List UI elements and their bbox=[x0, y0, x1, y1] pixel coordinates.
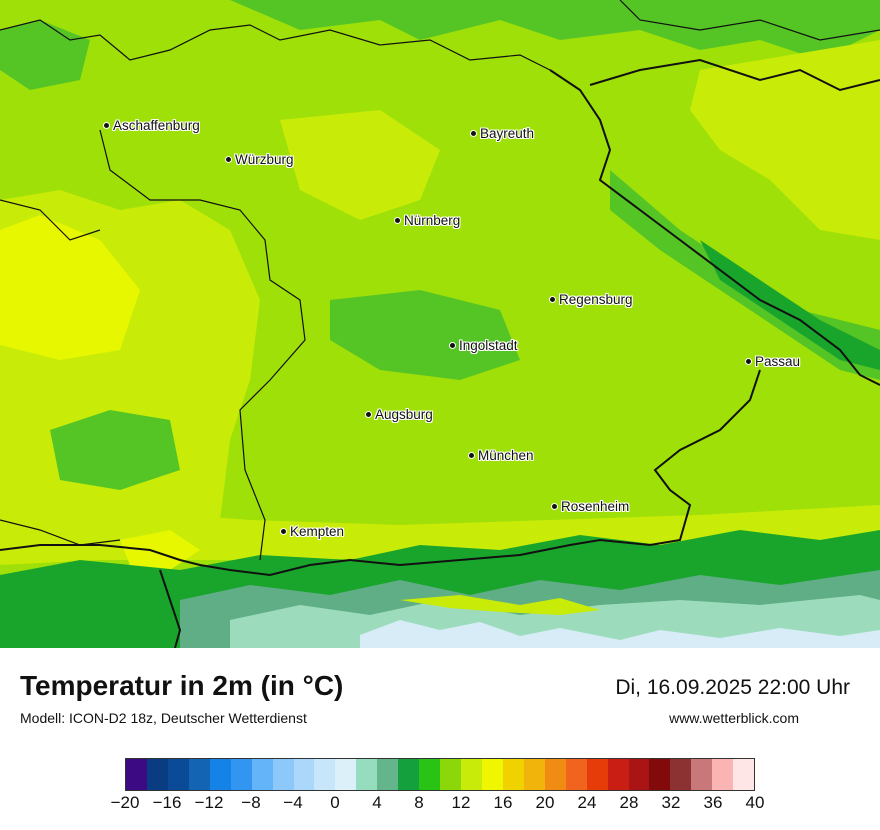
color-scale-swatch bbox=[733, 759, 755, 790]
color-scale-swatch bbox=[502, 759, 524, 790]
alps-ice bbox=[360, 620, 880, 648]
color-scale-swatch bbox=[544, 759, 566, 790]
color-scale-swatch bbox=[188, 759, 210, 790]
color-scale-tick-label: 20 bbox=[535, 793, 555, 812]
color-scale-swatch bbox=[461, 759, 482, 790]
forecast-datetime: Di, 16.09.2025 22:00 Uhr bbox=[615, 676, 850, 699]
city-label: Nürnberg bbox=[404, 213, 461, 228]
inn-valley-yellow bbox=[400, 595, 600, 615]
color-scale bbox=[125, 758, 755, 791]
city-dot-icon bbox=[470, 130, 477, 137]
color-scale-swatch bbox=[314, 759, 336, 790]
color-scale-swatch bbox=[670, 759, 692, 790]
city-label: Ingolstadt bbox=[459, 338, 518, 353]
city-marker-bayreuth: Bayreuth bbox=[470, 126, 534, 141]
central-yellow-patch bbox=[280, 110, 440, 220]
city-marker-rosenheim: Rosenheim bbox=[551, 499, 629, 514]
color-scale-swatch bbox=[440, 759, 461, 790]
website-credit: www.wetterblick.com bbox=[669, 710, 799, 726]
city-label: Bayreuth bbox=[480, 126, 535, 141]
city-label: Kempten bbox=[290, 524, 345, 539]
city-dot-icon bbox=[365, 411, 372, 418]
model-info: Modell: ICON-D2 18z, Deutscher Wetterdie… bbox=[20, 710, 307, 726]
city-label: Augsburg bbox=[375, 407, 433, 422]
city-dot-icon bbox=[394, 217, 401, 224]
color-scale-tick-label: 16 bbox=[493, 793, 513, 812]
color-scale-swatch bbox=[691, 759, 713, 790]
city-label: Rosenheim bbox=[561, 499, 630, 514]
city-marker-aschaffenburg: Aschaffenburg bbox=[103, 118, 200, 133]
city-marker-regensburg: Regensburg bbox=[549, 292, 633, 307]
color-scale-tick-label: 36 bbox=[703, 793, 723, 812]
color-scale-swatch bbox=[712, 759, 734, 790]
color-scale-tick-label: 12 bbox=[451, 793, 471, 812]
city-label: Würzburg bbox=[235, 152, 294, 167]
country-borders bbox=[0, 58, 880, 648]
map-footer: Temperatur in 2m (in °C) Modell: ICON-D2… bbox=[0, 648, 880, 830]
color-scale-swatch bbox=[523, 759, 545, 790]
northeast-yellow-zone bbox=[690, 40, 880, 240]
city-marker-nuernberg: Nürnberg bbox=[394, 213, 460, 228]
city-label: Aschaffenburg bbox=[113, 118, 200, 133]
color-scale-swatch bbox=[209, 759, 231, 790]
color-scale-swatch bbox=[481, 759, 503, 790]
city-marker-wuerzburg: Würzburg bbox=[225, 152, 294, 167]
color-scale-tick-label: 24 bbox=[577, 793, 597, 812]
color-scale-tick-label: −12 bbox=[194, 793, 224, 812]
city-dot-icon bbox=[449, 342, 456, 349]
color-scale-swatch bbox=[628, 759, 650, 790]
city-marker-augsburg: Augsburg bbox=[365, 407, 433, 422]
color-scale-swatch bbox=[293, 759, 315, 790]
color-scale-swatch bbox=[649, 759, 671, 790]
city-dot-icon bbox=[280, 528, 287, 535]
northwest-green-patch bbox=[0, 20, 90, 90]
color-scale-swatch bbox=[586, 759, 608, 790]
color-scale-tick-label: 28 bbox=[619, 793, 639, 812]
color-scale-tick-label: −8 bbox=[241, 793, 261, 812]
city-label: Passau bbox=[755, 354, 801, 369]
color-scale-swatch bbox=[419, 759, 441, 790]
temperature-map: Aschaffenburg Würzburg Bayreuth Nürnberg… bbox=[0, 0, 880, 648]
color-scale-swatch bbox=[126, 759, 147, 790]
color-scale-swatch bbox=[377, 759, 399, 790]
color-scale-swatch bbox=[167, 759, 189, 790]
city-dot-icon bbox=[549, 296, 556, 303]
map-field bbox=[0, 0, 880, 648]
central-south-green bbox=[330, 290, 520, 380]
city-marker-ingolstadt: Ingolstadt bbox=[449, 338, 518, 353]
color-scale-swatch bbox=[251, 759, 273, 790]
color-scale-tick-label: 0 bbox=[330, 793, 340, 812]
color-scale-tick-label: 32 bbox=[661, 793, 681, 812]
city-marker-muenchen: München bbox=[468, 448, 534, 463]
color-scale-swatch bbox=[230, 759, 252, 790]
city-marker-kempten: Kempten bbox=[280, 524, 344, 539]
color-scale-tick-label: 8 bbox=[414, 793, 424, 812]
city-dot-icon bbox=[225, 156, 232, 163]
bohemian-forest-dark bbox=[700, 240, 880, 370]
city-dot-icon bbox=[103, 122, 110, 129]
west-bright-zone bbox=[0, 215, 140, 360]
city-dot-icon bbox=[745, 358, 752, 365]
color-scale-tick-label: 4 bbox=[372, 793, 382, 812]
west-green-patch bbox=[50, 410, 180, 490]
color-scale-swatch bbox=[146, 759, 168, 790]
city-label: Regensburg bbox=[559, 292, 633, 307]
city-label: München bbox=[478, 448, 534, 463]
color-scale-tick-label: −4 bbox=[283, 793, 303, 812]
color-scale-tick-label: −16 bbox=[152, 793, 182, 812]
color-scale-tick-label: 40 bbox=[745, 793, 765, 812]
color-scale-swatch bbox=[398, 759, 420, 790]
color-scale-swatch bbox=[335, 759, 357, 790]
state-borders bbox=[0, 0, 880, 561]
color-scale-tick-label: −20 bbox=[110, 793, 140, 812]
north-green-zone bbox=[230, 0, 880, 60]
city-marker-passau: Passau bbox=[745, 354, 800, 369]
color-scale-swatch bbox=[356, 759, 378, 790]
city-dot-icon bbox=[551, 503, 558, 510]
color-scale-swatch bbox=[607, 759, 629, 790]
color-scale-swatch bbox=[565, 759, 587, 790]
city-dot-icon bbox=[468, 452, 475, 459]
color-scale-swatch bbox=[272, 759, 294, 790]
map-title: Temperatur in 2m (in °C) bbox=[20, 670, 344, 701]
